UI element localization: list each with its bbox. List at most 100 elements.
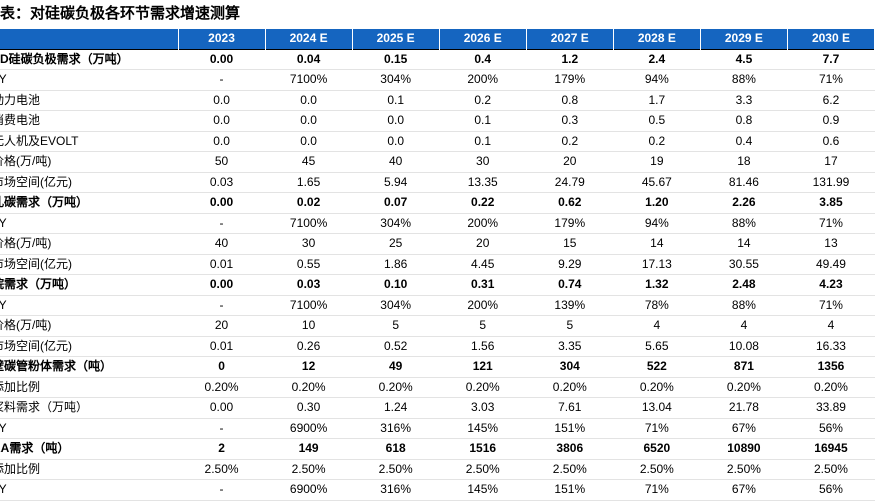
table-cell: 0.1: [352, 90, 440, 111]
table-cell: 1.2: [526, 48, 614, 70]
table-cell: 1.86: [352, 254, 440, 275]
table-row: VD硅碳负极需求（万吨） 0.00 0.04 0.15 0.4 1.2 2.4 4.5 7.7: [0, 48, 875, 70]
row-label: 孔碳需求（万吨）: [0, 192, 178, 214]
row-label: 烷需求（万吨）: [0, 274, 178, 296]
table-cell: 145%: [439, 418, 527, 439]
table-cell: 88%: [700, 69, 788, 91]
table-cell: 3.3: [700, 90, 788, 111]
table-cell: 2.50%: [178, 459, 266, 480]
row-label: VD硅碳负极需求（万吨）: [0, 48, 178, 70]
table-cell: 149: [265, 438, 353, 460]
table-cell: 0.01: [178, 254, 266, 275]
table-cell: 2.50%: [526, 459, 614, 480]
table-row: oY-6900%316%145%151%71%67%56%: [0, 418, 875, 439]
table-row: 市场空间(亿元) 0.01 0.26 0.52 1.56 3.35 5.65 10.08 16.…: [0, 336, 875, 357]
table-cell: 13.04: [613, 397, 701, 419]
table-cell: 0.20%: [265, 377, 353, 398]
row-label: 价格(万/吨): [0, 315, 178, 337]
table-cell: 618: [352, 438, 440, 460]
table-cell: 0.03: [265, 274, 353, 296]
table-cell: 14: [700, 233, 788, 255]
row-label: 价格(万/吨): [0, 151, 178, 173]
table-cell: 0.20%: [352, 377, 440, 398]
table-cell: 304%: [352, 295, 440, 316]
table-cell: 0.74: [526, 274, 614, 296]
table-cell: 0.0: [265, 131, 353, 152]
table-title: 表：对硅碳负极各环节需求增速测算: [0, 5, 241, 22]
demand-table: 2023 2024 E 2025 E 2026 E 2027 E 2028 E 2029 E…: [0, 29, 876, 501]
table-cell: 0.52: [352, 336, 440, 357]
row-label: 浆料需求（万吨）: [0, 397, 178, 419]
table-cell: 304%: [352, 213, 440, 234]
table-cell: 7.7: [787, 48, 875, 70]
table-cell: 0.20%: [526, 377, 614, 398]
table-cell: 0.0: [178, 110, 266, 132]
table-cell: 16.33: [787, 336, 875, 357]
table-cell: 304%: [352, 69, 440, 91]
table-cell: 0.00: [178, 48, 266, 70]
table-cell: 6900%: [265, 418, 353, 439]
table-cell: 5.65: [613, 336, 701, 357]
table-cell: 0.20%: [439, 377, 527, 398]
table-row: oY-6900%316%145%151%71%67%56%: [0, 479, 875, 501]
column-header: 2029 E: [700, 29, 788, 49]
table-cell: 7100%: [265, 295, 353, 316]
table-cell: 9.29: [526, 254, 614, 275]
table-cell: 0.0: [178, 131, 266, 152]
table-cell: 2.50%: [787, 459, 875, 480]
table-row: oY-7100%304%200%139%78%88%71%: [0, 295, 875, 316]
table-cell: 20: [178, 315, 266, 337]
table-cell: 0.20%: [787, 377, 875, 398]
table-row: 无人机及EVOLT 0.0 0.0 0.0 0.1 0.2 0.2 0.4 0.6: [0, 131, 875, 152]
table-cell: 15: [526, 233, 614, 255]
table-cell: 0.00: [178, 274, 266, 296]
table-cell: 4.5: [700, 48, 788, 70]
table-cell: 16945: [787, 438, 875, 460]
table-cell: 20: [526, 151, 614, 173]
table-cell: 0.10: [352, 274, 440, 296]
table-cell: 88%: [700, 295, 788, 316]
table-cell: 71%: [613, 479, 701, 501]
table-cell: 2.50%: [700, 459, 788, 480]
table-cell: 19: [613, 151, 701, 173]
table-cell: 2.50%: [613, 459, 701, 480]
table-cell: 67%: [700, 418, 788, 439]
table-cell: 200%: [439, 295, 527, 316]
table-cell: 7100%: [265, 213, 353, 234]
table-cell: 12: [265, 356, 353, 378]
table-cell: -: [178, 213, 266, 234]
table-cell: 50: [178, 151, 266, 173]
table-cell: 0.1: [439, 110, 527, 132]
table-cell: 40: [178, 233, 266, 255]
table-cell: 30.55: [700, 254, 788, 275]
table-cell: 4: [613, 315, 701, 337]
table-row: 浆料需求（万吨） 0.00 0.30 1.24 3.03 7.61 13.04 21.78 33…: [0, 397, 875, 419]
table-cell: 0.8: [526, 90, 614, 111]
column-header: 2026 E: [439, 29, 527, 49]
table-cell: 1.7: [613, 90, 701, 111]
table-cell: 17: [787, 151, 875, 173]
table-cell: 179%: [526, 69, 614, 91]
table-cell: 49.49: [787, 254, 875, 275]
table-cell: 0.31: [439, 274, 527, 296]
table-cell: 18: [700, 151, 788, 173]
table-cell: 49: [352, 356, 440, 378]
table-cell: 179%: [526, 213, 614, 234]
table-row: 消费电池0.00.00.00.10.30.50.80.9: [0, 110, 875, 132]
table-cell: 1.56: [439, 336, 527, 357]
table-cell: 0.20%: [613, 377, 701, 398]
header-label-cell: [0, 29, 179, 49]
table-cell: 67%: [700, 479, 788, 501]
table-cell: 94%: [613, 213, 701, 234]
table-cell: 7100%: [265, 69, 353, 91]
table-cell: 94%: [613, 69, 701, 91]
table-cell: 0.3: [526, 110, 614, 132]
row-label: 动力电池: [0, 90, 178, 111]
table-cell: 45.67: [613, 172, 701, 193]
column-header: 2023: [178, 29, 266, 49]
table-cell: 10890: [700, 438, 788, 460]
table-cell: 0.2: [526, 131, 614, 152]
table-cell: 5.94: [352, 172, 440, 193]
